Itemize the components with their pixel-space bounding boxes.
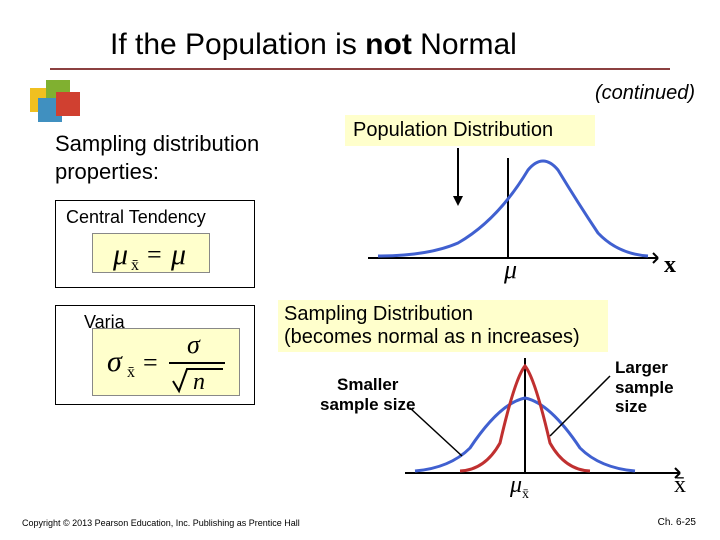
svg-text:x̄: x̄ bbox=[131, 257, 139, 274]
xbar-axis-label: x̄ bbox=[674, 472, 686, 499]
title-underline bbox=[50, 68, 670, 70]
svg-text:σ: σ bbox=[187, 330, 201, 359]
population-distribution-label: Population Distribution bbox=[345, 115, 595, 146]
title-bold: not bbox=[365, 28, 412, 61]
variation-box: Varia σ x̄ = σ n bbox=[55, 305, 255, 405]
copyright-text: Copyright © 2013 Pearson Education, Inc.… bbox=[22, 518, 300, 528]
title-prefix: If the Population is bbox=[110, 28, 365, 61]
svg-text:=: = bbox=[143, 348, 158, 377]
page-number: Ch. 6-25 bbox=[658, 517, 696, 528]
slide-logo-icon bbox=[30, 80, 85, 125]
sampling-distribution-chart bbox=[400, 348, 690, 488]
mu-axis-label: μ bbox=[504, 255, 517, 285]
x-axis-label-1: x bbox=[664, 252, 676, 279]
svg-text:σ: σ bbox=[107, 345, 123, 378]
formula-mean: μ x̄ = μ bbox=[92, 233, 210, 273]
central-tendency-box: Central Tendency μ x̄ = μ bbox=[55, 200, 255, 288]
continued-label: (continued) bbox=[595, 82, 695, 105]
mu-xbar-axis-label: μx̄ bbox=[510, 472, 529, 503]
central-tendency-label: Central Tendency bbox=[66, 207, 206, 228]
svg-text:n: n bbox=[193, 369, 205, 395]
slide-title: If the Population is not Normal bbox=[110, 28, 517, 62]
formula-stderr: σ x̄ = σ n bbox=[92, 328, 240, 396]
svg-text:x̄: x̄ bbox=[127, 364, 135, 381]
sampling-distribution-label: Sampling Distribution (becomes normal as… bbox=[278, 300, 608, 352]
svg-text:μ: μ bbox=[170, 238, 186, 271]
sampling-properties-heading: Sampling distribution properties: bbox=[55, 130, 259, 185]
svg-text:=: = bbox=[147, 240, 162, 269]
svg-text:μ: μ bbox=[112, 238, 128, 271]
title-mid: Normal bbox=[412, 28, 517, 61]
